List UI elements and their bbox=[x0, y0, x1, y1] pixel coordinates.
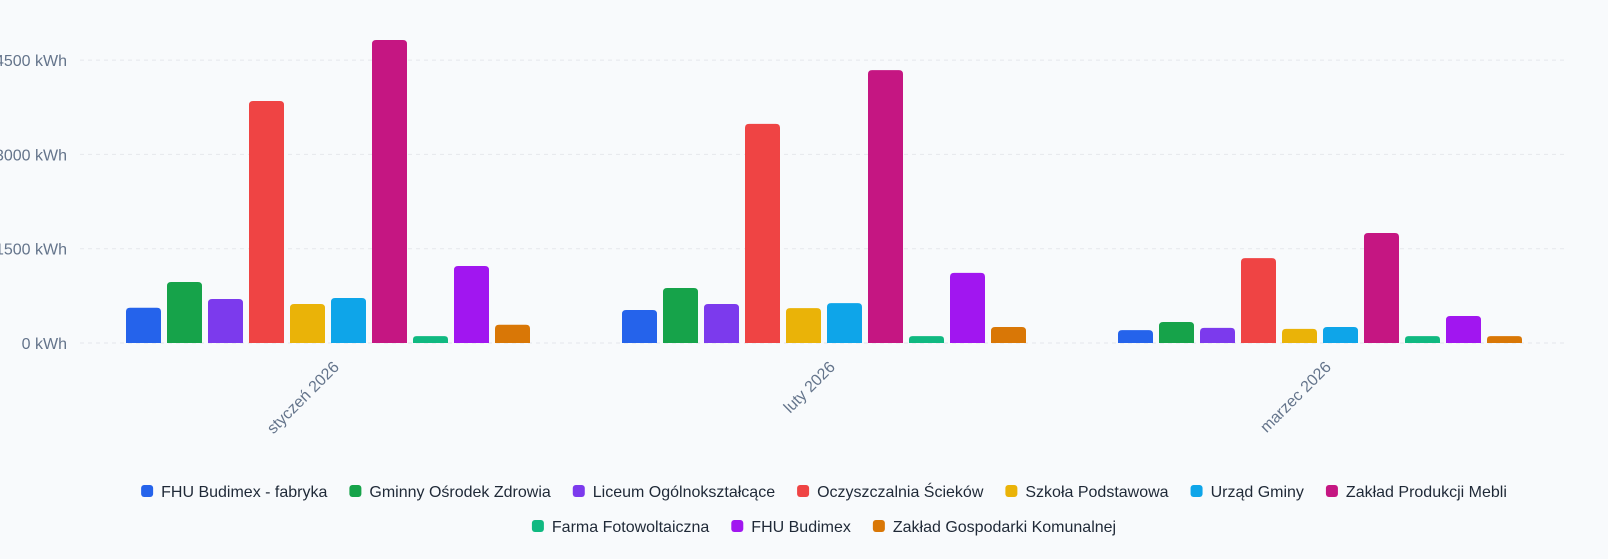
legend-item: Zakład Gospodarki Komunalnej bbox=[872, 519, 1116, 536]
bar bbox=[704, 304, 739, 343]
bar bbox=[290, 304, 325, 343]
legend-swatch bbox=[141, 485, 154, 497]
x-tick-label: luty 2026 bbox=[781, 359, 839, 417]
bar bbox=[331, 298, 366, 343]
bar bbox=[950, 272, 985, 343]
bar bbox=[1282, 328, 1317, 343]
bar bbox=[909, 336, 944, 343]
legend-swatch bbox=[872, 520, 885, 532]
legend-label: Zakład Produkcji Mebli bbox=[1346, 484, 1507, 501]
legend-swatch bbox=[531, 520, 544, 532]
bar bbox=[827, 303, 862, 343]
legend-label: Urząd Gminy bbox=[1211, 484, 1304, 501]
bar bbox=[454, 265, 489, 343]
x-tick-label: marzec 2026 bbox=[1257, 359, 1334, 436]
legend-label: Szkoła Podstawowa bbox=[1025, 484, 1168, 501]
bar bbox=[167, 282, 202, 343]
bar bbox=[1487, 336, 1522, 343]
bar bbox=[372, 39, 407, 343]
legend-label: Zakład Gospodarki Komunalnej bbox=[893, 519, 1116, 536]
bar bbox=[1446, 315, 1481, 343]
bar bbox=[622, 309, 657, 343]
legend-item: Urząd Gminy bbox=[1190, 484, 1304, 501]
bar bbox=[1364, 232, 1399, 343]
y-tick-label: 3000 kWh bbox=[0, 147, 67, 164]
legend-label: Liceum Ogólnokształcące bbox=[593, 484, 775, 501]
bar bbox=[1200, 327, 1235, 343]
bar bbox=[1323, 326, 1358, 343]
y-tick-label: 4500 kWh bbox=[0, 53, 67, 70]
legend-swatch bbox=[1005, 485, 1018, 497]
legend-swatch bbox=[1190, 485, 1203, 497]
bar bbox=[1118, 330, 1153, 343]
bar bbox=[126, 307, 161, 343]
legend-swatch bbox=[731, 520, 744, 532]
bar bbox=[1405, 336, 1440, 343]
bar bbox=[745, 123, 780, 343]
bar bbox=[249, 100, 284, 343]
legend-swatch bbox=[1325, 485, 1338, 497]
legend-item: FHU Budimex - fabryka bbox=[141, 484, 327, 501]
x-tick-label: styczeń 2026 bbox=[264, 359, 343, 438]
legend-swatch bbox=[349, 485, 362, 497]
legend-item: Oczyszczalnia Ścieków bbox=[797, 482, 984, 501]
bar bbox=[991, 326, 1026, 343]
legend-item: Gminny Ośrodek Zdrowia bbox=[349, 484, 551, 501]
legend-label: Gminny Ośrodek Zdrowia bbox=[369, 484, 550, 501]
legend-label: FHU Budimex - fabryka bbox=[161, 484, 327, 501]
bar bbox=[413, 336, 448, 343]
bar bbox=[208, 298, 243, 343]
bar bbox=[786, 308, 821, 343]
bar bbox=[1159, 321, 1194, 343]
y-tick-label: 1500 kWh bbox=[0, 242, 67, 259]
legend-label: Oczyszczalnia Ścieków bbox=[817, 482, 984, 501]
legend-item: Zakład Produkcji Mebli bbox=[1325, 484, 1507, 501]
bar bbox=[868, 70, 903, 344]
bar bbox=[1241, 258, 1276, 343]
legend-item: Liceum Ogólnokształcące bbox=[572, 484, 775, 501]
legend-item: FHU Budimex bbox=[731, 519, 851, 536]
legend-label: FHU Budimex bbox=[751, 519, 851, 536]
bar bbox=[663, 287, 698, 343]
y-tick-label: 0 kWh bbox=[22, 336, 67, 353]
legend-swatch bbox=[797, 485, 810, 497]
bar bbox=[495, 324, 530, 343]
legend-item: Szkoła Podstawowa bbox=[1005, 484, 1169, 501]
legend-swatch bbox=[572, 485, 585, 497]
legend-label: Farma Fotowoltaiczna bbox=[552, 519, 709, 536]
legend-item: Farma Fotowoltaiczna bbox=[531, 519, 709, 536]
